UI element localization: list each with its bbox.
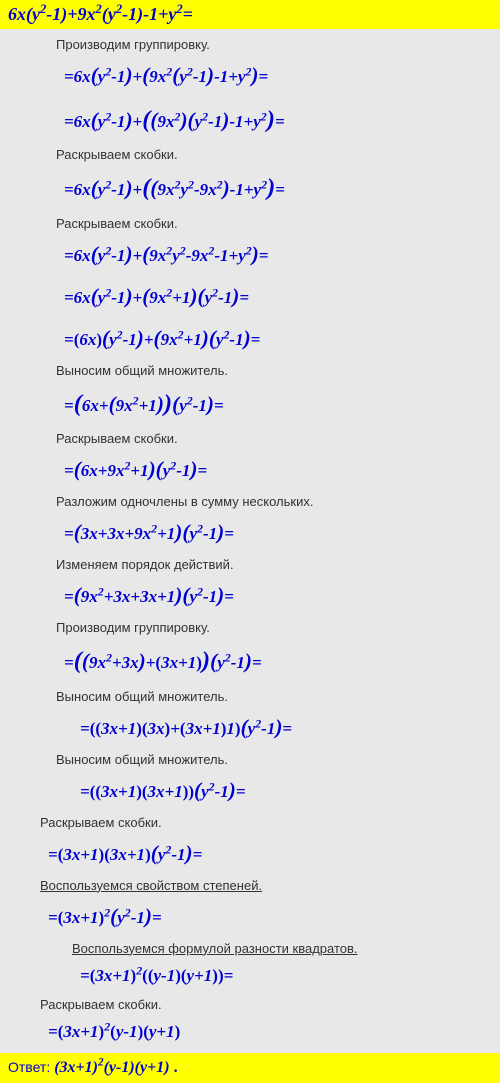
step-math: =(3x+1)(3x+1)(y2-1)= — [0, 832, 500, 874]
solution-steps: Производим группировку.=6x(y2-1)+(9x2(y2… — [0, 29, 500, 1053]
step-math: =(3x+1)2((y-1)(y+1))= — [0, 958, 500, 993]
step-explain: Воспользуемся свойством степеней. — [0, 874, 500, 895]
step-math: =6x(y2-1)+(9x2y2-9x2-1+y2)= — [0, 233, 500, 275]
step-explain: Изменяем порядок действий. — [0, 553, 500, 574]
answer-row: Ответ: (3x+1)2(y-1)(y+1) . — [0, 1053, 500, 1083]
answer-suffix: . — [174, 1059, 178, 1076]
step-math: =(6x+(9x2+1))(y2-1)= — [0, 380, 500, 427]
step-explain: Выносим общий множитель. — [0, 748, 500, 769]
step-explain: Воспользуемся формулой разности квадрато… — [0, 937, 500, 958]
step-explain: Производим группировку. — [0, 33, 500, 54]
step-explain: Разложим одночлены в сумму нескольких. — [0, 490, 500, 511]
problem-header: 6x(y2-1)+9x2(y2-1)-1+y2= — [0, 0, 500, 29]
step-math: =(3x+1)2(y-1)(y+1) — [0, 1014, 500, 1049]
step-math: =((9x2+3x)+(3x+1))(y2-1)= — [0, 637, 500, 684]
step-math: =(3x+1)2(y2-1)= — [0, 895, 500, 937]
answer-expression: (3x+1)2(y-1)(y+1) — [54, 1059, 173, 1076]
step-explain: Раскрываем скобки. — [0, 993, 500, 1014]
step-math: =((3x+1)(3x)+(3x+1)1)(y2-1)= — [0, 706, 500, 748]
step-math: =(6x)(y2-1)+(9x2+1)(y2-1)= — [0, 317, 500, 359]
step-math: =(3x+3x+9x2+1)(y2-1)= — [0, 511, 500, 553]
step-explain: Раскрываем скобки. — [0, 427, 500, 448]
step-explain: Выносим общий множитель. — [0, 359, 500, 380]
step-math: =(9x2+3x+3x+1)(y2-1)= — [0, 574, 500, 616]
step-math: =6x(y2-1)+((9x2y2-9x2)-1+y2)= — [0, 164, 500, 211]
math-solution-container: 6x(y2-1)+9x2(y2-1)-1+y2= Производим груп… — [0, 0, 500, 1083]
step-math: =(6x+9x2+1)(y2-1)= — [0, 448, 500, 490]
step-explain: Раскрываем скобки. — [0, 143, 500, 164]
step-explain: Раскрываем скобки. — [0, 811, 500, 832]
step-math: =6x(y2-1)+(9x2+1)(y2-1)= — [0, 275, 500, 317]
step-explain: Производим группировку. — [0, 616, 500, 637]
step-math: =6x(y2-1)+(9x2(y2-1)-1+y2)= — [0, 54, 500, 96]
answer-label: Ответ: — [8, 1059, 50, 1075]
problem-expression: 6x(y2-1)+9x2(y2-1)-1+y2= — [8, 4, 193, 24]
step-math: =6x(y2-1)+((9x2)(y2-1)-1+y2)= — [0, 96, 500, 143]
step-explain: Раскрываем скобки. — [0, 212, 500, 233]
step-explain: Выносим общий множитель. — [0, 685, 500, 706]
step-math: =((3x+1)(3x+1))(y2-1)= — [0, 769, 500, 811]
